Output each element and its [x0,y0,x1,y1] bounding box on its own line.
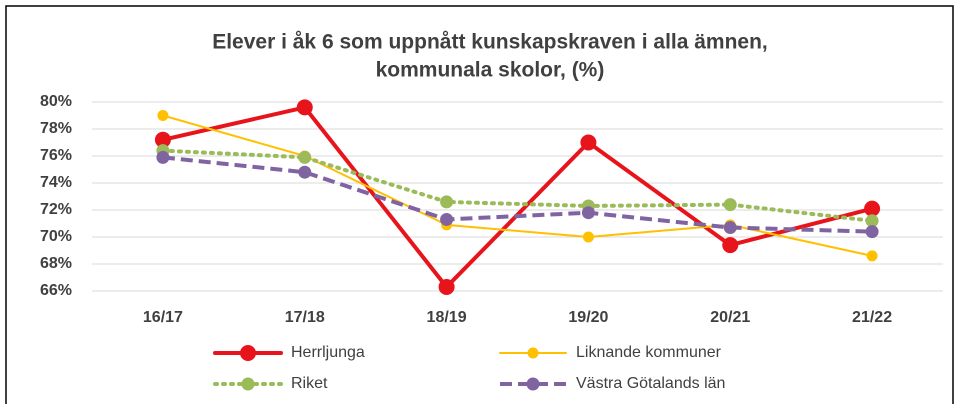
data-point [865,225,879,239]
data-point [296,99,313,116]
data-point [582,231,594,243]
legend-marker [526,377,540,391]
data-point [298,150,312,164]
chart-title: kommunala skolor, (%) [376,59,605,82]
chart-title: Elever i åk 6 som uppnått kunskapskraven… [212,31,768,54]
legend-label: Västra Götalands län [576,375,725,392]
legend-marker [241,377,255,391]
y-tick-label: 68% [40,255,72,272]
legend-marker [527,347,539,359]
x-tick-label: 21/22 [852,309,892,326]
y-tick-label: 78% [40,120,72,137]
legend-label: Riket [291,375,328,392]
data-point [438,278,455,295]
y-tick-label: 66% [40,282,72,299]
series-line [160,148,875,223]
data-point [440,212,454,226]
legend-label: Herrljunga [291,344,365,361]
y-tick-label: 80% [40,93,72,110]
y-tick-label: 74% [40,174,72,191]
data-point [581,206,595,220]
data-point [723,198,737,212]
x-tick-label: 19/20 [568,309,608,326]
chart-frame [5,5,954,404]
series-line [162,155,873,234]
legend-label: Liknande kommuner [576,344,722,361]
data-point [298,165,312,179]
data-point [723,221,737,235]
data-point [864,200,881,217]
x-tick-label: 20/21 [710,309,750,326]
x-tick-label: 17/18 [285,309,325,326]
data-point [865,214,879,228]
data-point [156,150,170,164]
data-point [580,134,597,151]
legend-marker [240,345,256,361]
y-tick-label: 72% [40,201,72,218]
data-point [154,131,171,148]
data-point [440,195,454,209]
x-tick-label: 18/19 [427,309,467,326]
data-point [722,237,739,254]
data-point [157,110,169,121]
y-tick-label: 70% [40,228,72,245]
data-point [866,250,878,262]
x-tick-label: 16/17 [143,309,183,326]
y-tick-label: 76% [40,147,72,164]
